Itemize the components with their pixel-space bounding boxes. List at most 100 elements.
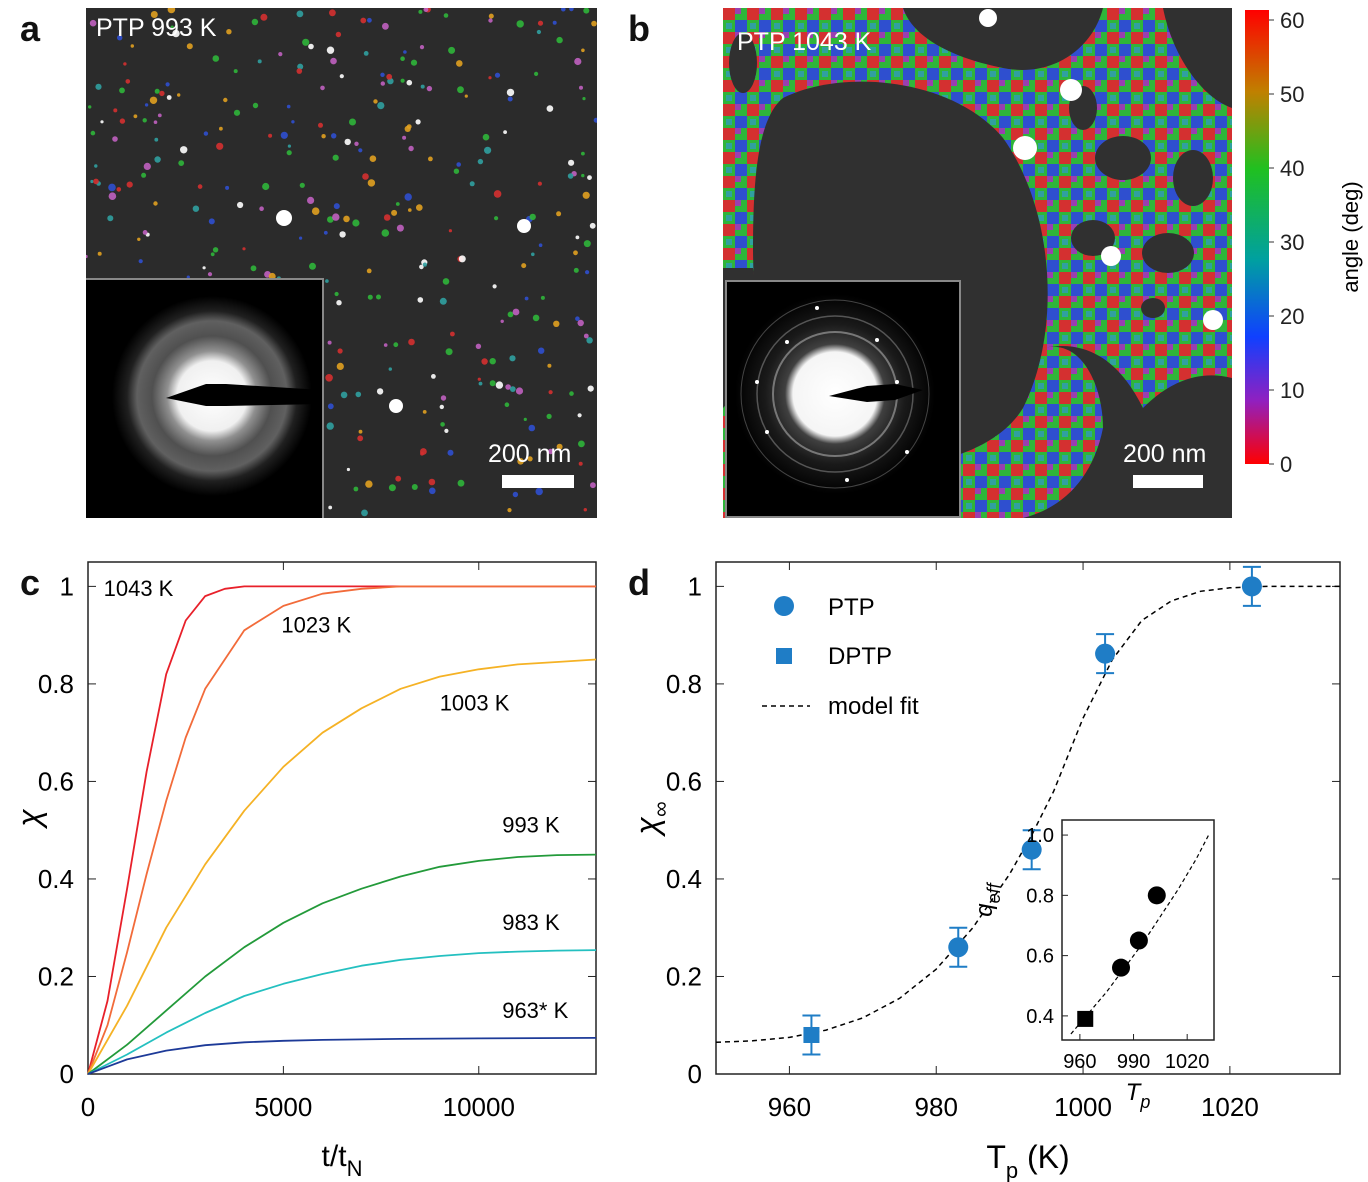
grain-dot: [419, 264, 424, 270]
grain-dot: [388, 484, 396, 492]
grain-dot: [326, 422, 334, 430]
grain-dot: [100, 120, 104, 124]
grain-dot: [143, 162, 151, 170]
series-label-c: 993 K: [502, 813, 560, 838]
grain-dot: [512, 491, 519, 498]
grain-dot: [153, 201, 158, 206]
grain-dot: [537, 20, 544, 26]
grain-dot: [577, 319, 584, 327]
y-tick-label-c: 0.4: [38, 864, 74, 894]
grain-dot: [440, 395, 447, 401]
grain-dot: [507, 508, 512, 513]
legend-marker-ptp: [774, 596, 794, 616]
grain-dot: [590, 482, 596, 489]
legend-label-fit: model fit: [828, 693, 919, 720]
grain-dot: [367, 294, 373, 300]
y-tick-label-c: 0.2: [38, 961, 74, 991]
grain-dot: [311, 207, 320, 215]
grain-dot: [203, 131, 209, 136]
scale-label-b: 200 nm: [1123, 440, 1207, 468]
grain-dot: [523, 417, 527, 421]
grain-dot: [494, 216, 499, 221]
grain-dot: [503, 130, 507, 134]
y-tick-label-d: 0.2: [666, 961, 702, 991]
grain-dot: [524, 296, 529, 301]
grain-dot: [94, 164, 98, 168]
data-point-ptp: [948, 937, 969, 958]
x-tick-label-c: 0: [81, 1092, 95, 1122]
grain-dot: [418, 9, 423, 14]
grain-dot: [323, 230, 328, 235]
grain-dot: [507, 96, 513, 102]
grain-dot: [593, 117, 597, 123]
grain-dot: [302, 38, 310, 46]
grain-dot: [159, 90, 165, 97]
inset-frame: [1061, 819, 1215, 1041]
grain-dot: [509, 386, 516, 392]
grain-dot: [223, 97, 228, 103]
grain-dot: [521, 263, 527, 269]
grain-dot: [529, 213, 536, 221]
grain-dot: [309, 262, 316, 270]
series-line-c: [87, 949, 597, 1075]
grain-dot: [423, 8, 429, 12]
grain-dot: [574, 57, 582, 66]
particle: [517, 219, 531, 233]
grain-dot: [318, 122, 323, 128]
grain-dot: [332, 213, 340, 221]
inset-x-tick-label: 1020: [1165, 1051, 1210, 1073]
grain-dot: [172, 29, 180, 38]
grain-dot: [532, 314, 540, 322]
grain-dot: [450, 331, 455, 337]
grain-dot: [585, 270, 590, 275]
grain-dot: [133, 114, 138, 119]
inset-x-tick-label: 960: [1063, 1051, 1096, 1073]
grain-dot: [242, 247, 246, 251]
grain-dot: [578, 461, 583, 466]
grain-dot: [260, 13, 268, 21]
scale-bar-b: [1133, 475, 1203, 488]
grain-dot: [142, 118, 147, 123]
grain-dot: [443, 13, 449, 18]
grain-dot: [583, 8, 590, 14]
grain-dot: [439, 404, 444, 410]
grain-dot: [212, 55, 220, 62]
angle-colorbar: 60 50 40 30 20 10 0 angle (deg): [1245, 8, 1363, 477]
grain-dot: [358, 429, 363, 434]
grain-dot: [343, 215, 350, 223]
grain-dot: [299, 236, 303, 240]
grain-dot: [186, 275, 190, 279]
grain-dot: [406, 79, 413, 86]
grain-dot: [567, 173, 574, 179]
y-tick-label-c: 0.6: [38, 766, 74, 796]
grain-dot: [419, 45, 425, 50]
y-tick-label-d: 1: [688, 571, 702, 601]
grain-dot: [180, 146, 188, 154]
grain-dot: [396, 224, 404, 232]
grain-dot: [326, 46, 335, 54]
grain-dot: [478, 381, 483, 386]
grain-dot: [569, 8, 574, 12]
grain-dot: [257, 59, 262, 64]
grain-dot: [579, 85, 583, 90]
grain-dot: [581, 48, 585, 53]
grain-dot: [157, 113, 162, 118]
x-axis-label-d: Tp (K): [986, 1139, 1069, 1182]
grain-dot: [116, 187, 122, 192]
grain-dot: [108, 192, 117, 200]
grain-dot: [177, 93, 181, 97]
grain-dot: [464, 94, 468, 98]
grain-dot: [428, 156, 433, 162]
grain-dot: [440, 422, 445, 427]
grain-dot: [382, 22, 389, 30]
grain-dot: [353, 486, 359, 492]
grain-dot: [90, 179, 94, 184]
grain-dot: [344, 138, 351, 146]
grain-dot: [307, 196, 315, 204]
grain-dot: [439, 297, 447, 305]
grain-dot: [207, 272, 213, 277]
grain-dot: [117, 35, 123, 41]
grain-dot: [286, 104, 291, 109]
grain-dot: [573, 267, 579, 273]
grain-dot: [535, 487, 543, 496]
